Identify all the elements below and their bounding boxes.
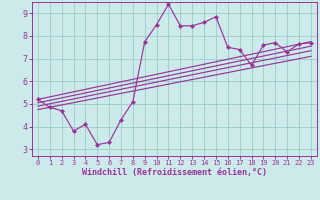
X-axis label: Windchill (Refroidissement éolien,°C): Windchill (Refroidissement éolien,°C)	[82, 168, 267, 177]
